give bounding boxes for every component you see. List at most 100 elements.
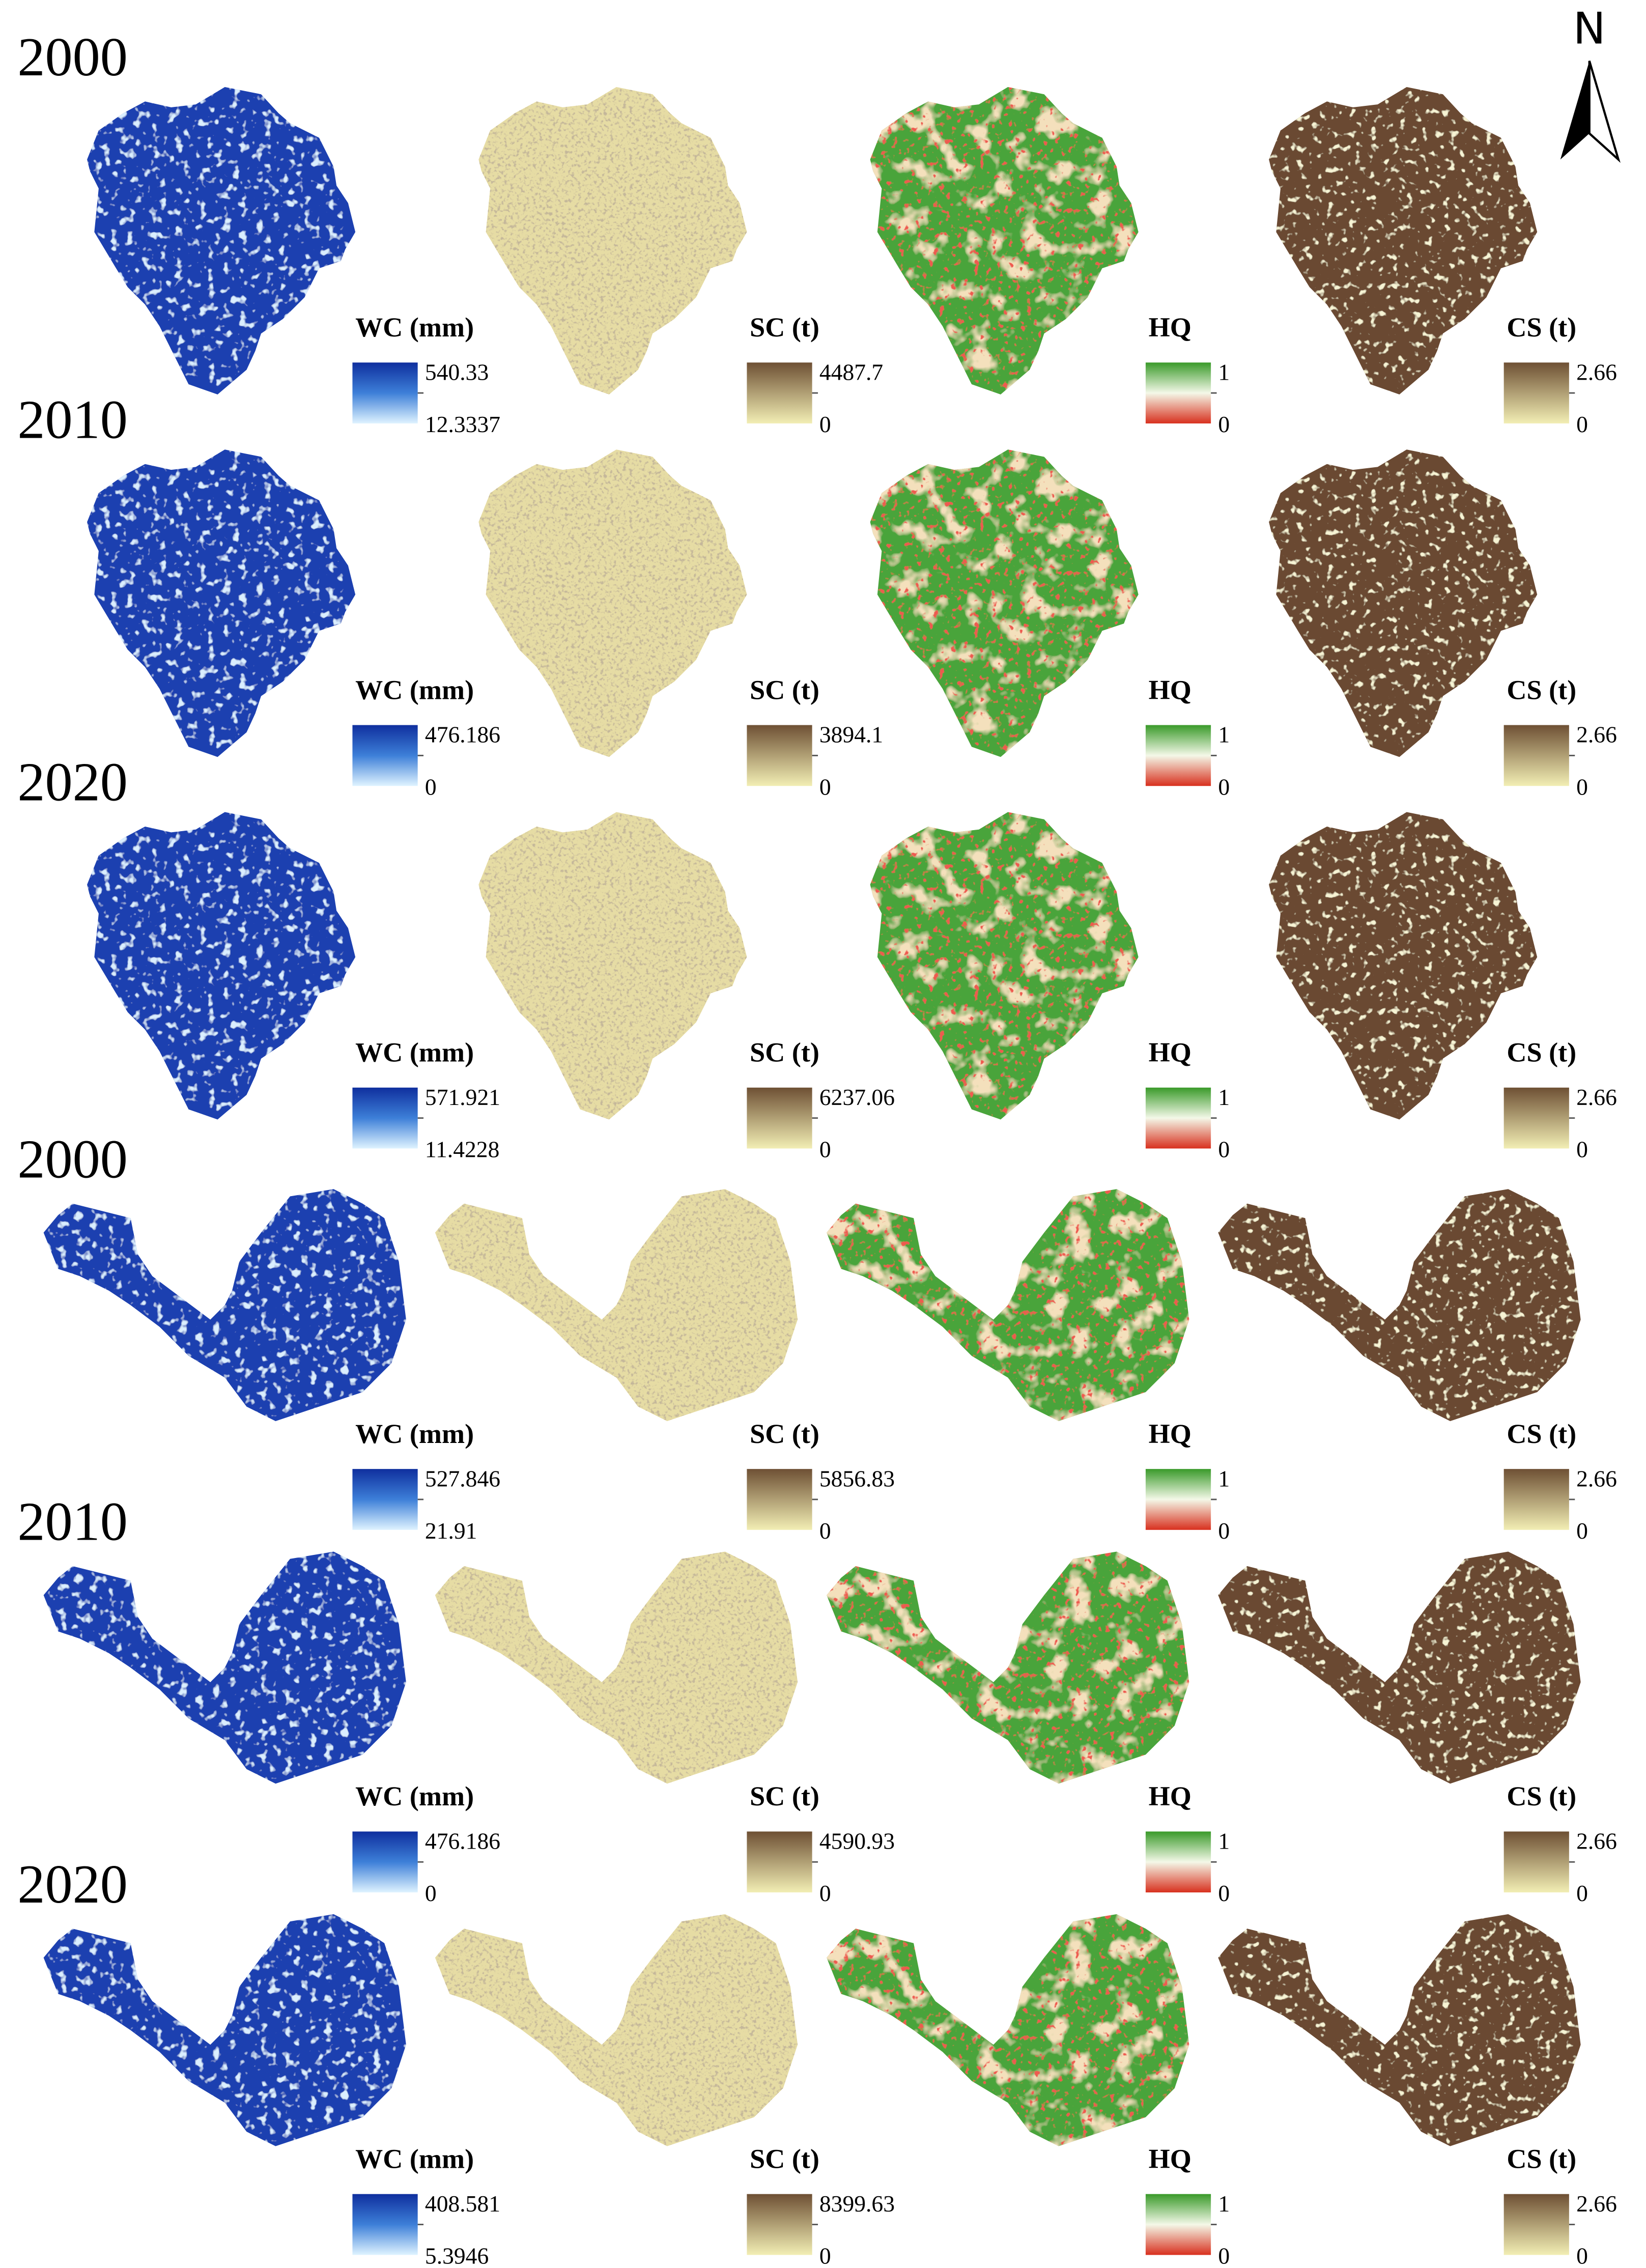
legend-ramp [1145,362,1211,423]
legend-min: 0 [819,2243,831,2268]
legend-max: 571.921 [425,1084,500,1110]
legend-ramp [1145,1831,1211,1893]
legend-title: SC (t) [750,312,819,343]
legend-max: 3894.1 [819,722,883,748]
legend-max: 2.66 [1576,2191,1617,2217]
legend-ramp [1503,1469,1569,1530]
legend-max: 408.581 [425,2191,500,2217]
legend-min: 0 [1576,1137,1588,1163]
legend-title: HQ [1149,1037,1191,1068]
legend-min: 0 [1218,1880,1230,1906]
legend-min: 0 [1218,1137,1230,1163]
legend-min: 0 [1576,2243,1588,2268]
year-label: 2010 [17,1492,128,1552]
legend-ramp [747,725,812,786]
legend-min: 0 [819,1137,831,1163]
year-label: 2010 [17,389,128,450]
legend-title: WC (mm) [355,312,474,343]
legend-min: 21.91 [425,1518,477,1544]
legend-max: 4590.93 [819,1828,895,1854]
legend-ramp [352,2194,418,2255]
legend-ramp [747,2194,812,2255]
legend-title: HQ [1149,2143,1191,2174]
legend-min: 0 [819,1880,831,1906]
legend-max: 476.186 [425,722,500,748]
legend-min: 0 [1576,774,1588,800]
legend-min: 0 [819,1518,831,1544]
legend-max: 5856.83 [819,1465,895,1491]
legend-min: 0 [425,774,437,800]
legend-title: SC (t) [750,1781,819,1811]
legend-title: WC (mm) [355,674,474,705]
legend-max: 6237.06 [819,1084,895,1110]
legend-title: CS (t) [1507,674,1576,705]
arrow-right [1588,61,1621,163]
legend-max: 540.33 [425,359,489,385]
year-label: 2020 [17,1854,128,1915]
legend-ramp [1145,2194,1211,2255]
legend-max: 476.186 [425,1828,500,1854]
legend-ramp [1503,1831,1569,1893]
legend-ramp [747,362,812,423]
legend-max: 1 [1218,359,1230,385]
legend-max: 1 [1218,2191,1230,2217]
legend-title: WC (mm) [355,2143,474,2174]
legend-title: SC (t) [750,1037,819,1068]
year-label: 2000 [17,1129,128,1189]
legend-min: 0 [1576,1880,1588,1906]
legend-max: 2.66 [1576,1828,1617,1854]
legend-title: HQ [1149,1419,1191,1449]
legend-min: 0 [425,1880,437,1906]
legend-title: CS (t) [1507,1781,1576,1811]
legend-max: 1 [1218,1828,1230,1854]
legend-title: SC (t) [750,2143,819,2174]
legend-ramp [1145,1087,1211,1149]
legend-min: 0 [819,411,831,437]
legend-max: 2.66 [1576,722,1617,748]
legend-ramp [1503,725,1569,786]
legend-ramp [352,725,418,786]
legend-ramp [747,1831,812,1893]
legend-min: 0 [1218,774,1230,800]
legend-max: 2.66 [1576,1465,1617,1491]
legend-ramp [1145,725,1211,786]
legend-title: WC (mm) [355,1781,474,1811]
legend-max: 1 [1218,1084,1230,1110]
legend-title: CS (t) [1507,1419,1576,1449]
legend-title: CS (t) [1507,2143,1576,2174]
legend-title: HQ [1149,312,1191,343]
legend-min: 0 [819,774,831,800]
legend-max: 4487.7 [819,359,883,385]
legend-title: HQ [1149,674,1191,705]
legend-ramp [352,1831,418,1893]
legend-title: CS (t) [1507,1037,1576,1068]
legend-min: 0 [1218,411,1230,437]
legend-title: WC (mm) [355,1037,474,1068]
legend-min: 0 [1218,2243,1230,2268]
legend-title: SC (t) [750,1419,819,1449]
legend-max: 1 [1218,1465,1230,1491]
legend-ramp [747,1087,812,1149]
legend-max: 2.66 [1576,359,1617,385]
legend-title: HQ [1149,1781,1191,1811]
legend-title: WC (mm) [355,1419,474,1449]
legend-ramp [1503,2194,1569,2255]
legend-min: 11.4228 [425,1137,499,1163]
legend-max: 2.66 [1576,1084,1617,1110]
legend-ramp [1145,1469,1211,1530]
legend-ramp [747,1469,812,1530]
legend-min: 0 [1576,411,1588,437]
legend-min: 0 [1218,1518,1230,1544]
legend-min: 5.3946 [425,2243,489,2268]
legend-title: SC (t) [750,674,819,705]
north-label: N [1573,4,1606,54]
legend-max: 527.846 [425,1465,500,1491]
legend-min: 0 [1576,1518,1588,1544]
year-label: 2000 [17,27,128,88]
legend-ramp [1503,1087,1569,1149]
legend-ramp [1503,362,1569,423]
legend-ramp [352,1469,418,1530]
legend-max: 1 [1218,722,1230,748]
legend-title: CS (t) [1507,312,1576,343]
